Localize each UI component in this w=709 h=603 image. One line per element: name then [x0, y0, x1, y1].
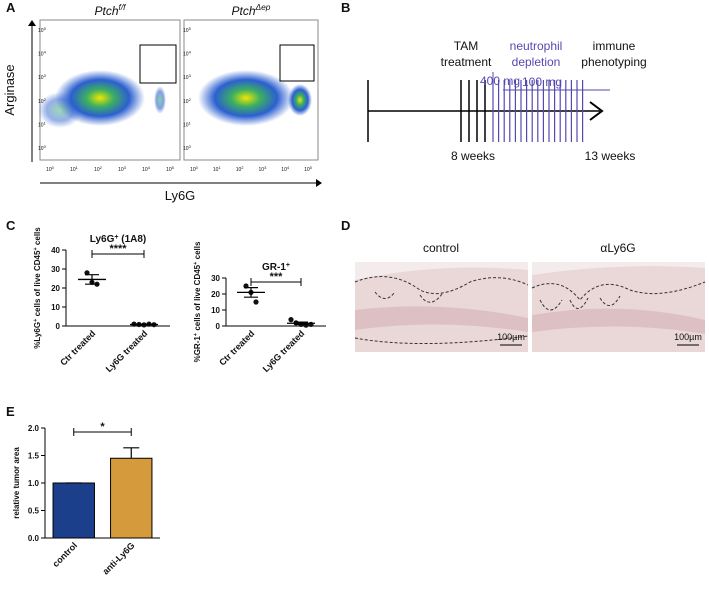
scale-label: 100µm: [497, 332, 525, 342]
y-axis-label: relative tumor area: [12, 447, 21, 519]
y-tick-label: 20: [211, 290, 220, 299]
y-tick-label: 2.0: [28, 424, 40, 433]
tick-exp: 5: [310, 165, 313, 170]
panel-label: B: [341, 0, 350, 15]
x-tick-label: 102: [94, 165, 103, 174]
tick-exp: 1: [218, 165, 221, 170]
x-tick-label: Ly6G treated: [261, 328, 307, 374]
y-axis-label-part: %GR-1: [193, 336, 202, 363]
x-tick-label: control: [51, 540, 80, 569]
panel-label: C: [6, 218, 16, 233]
tick-exp: 0: [52, 165, 55, 170]
y-axis-label-part: cells of live CD45: [33, 250, 42, 319]
scale-label: 100µm: [674, 332, 702, 342]
y-tick-label: 30: [51, 265, 60, 274]
dose-label: 100 mg: [522, 75, 562, 89]
x-tick-label: Ctr treated: [217, 328, 256, 367]
timeline-text: immune: [593, 39, 636, 53]
y-tick-label: 0: [216, 322, 221, 331]
flow-panel: Arginase Ly6G: [2, 20, 322, 203]
x-tick-label: 104: [142, 165, 151, 174]
significance: ***: [270, 271, 284, 283]
x-tick-label: 100: [46, 165, 55, 174]
tick-exp: 4: [148, 165, 151, 170]
error-bar: [123, 448, 139, 458]
timeline-text: 8 weeks: [451, 149, 495, 163]
arrow-head: [28, 20, 36, 26]
histology: control αLy6G 100µm 100µm: [355, 241, 705, 352]
tick-exp: 2: [241, 165, 244, 170]
y-tick-label: 10: [51, 303, 60, 312]
y-tick-label: 40: [51, 246, 60, 255]
x-tick-label: 105: [304, 165, 313, 174]
density-cloud: [288, 84, 312, 116]
x-tick-label: Ctr treated: [58, 328, 97, 367]
x-tick-label: anti-Ly6G: [100, 540, 136, 576]
tick-exp: 4: [287, 165, 290, 170]
y-tick-label: 30: [211, 274, 220, 283]
x-tick-label: 101: [213, 165, 222, 174]
timeline-text: neutrophil: [510, 39, 563, 53]
timeline: TAM treatment neutrophil depletion immun…: [368, 39, 647, 163]
timeline-text: 13 weeks: [585, 149, 636, 163]
timeline-text: treatment: [441, 55, 492, 69]
bar: [111, 458, 152, 538]
x-tick-label: Ly6G treated: [104, 328, 150, 374]
timeline-text: phenotyping: [581, 55, 646, 69]
y-axis-label-part: cells: [193, 241, 202, 262]
y-tick-label: 1.0: [28, 479, 40, 488]
tick-exp: 2: [100, 165, 103, 170]
panel-label: D: [341, 218, 350, 233]
tick-exp: 1: [76, 165, 79, 170]
x-tick-label: 102: [236, 165, 245, 174]
y-tick-label: 1.5: [28, 452, 40, 461]
y-tick-label: 0.0: [28, 534, 40, 543]
tick-exp: 3: [124, 165, 127, 170]
plot-title: PtchΔep: [232, 2, 271, 18]
x-tick-label: 104: [281, 165, 290, 174]
data-point: [253, 299, 258, 304]
timeline-text: TAM: [454, 39, 478, 53]
density-cloud: [154, 86, 166, 114]
x-tick-label: 101: [70, 165, 79, 174]
y-axis-label: %GR-1+ cells of live CD45+ cells: [193, 241, 202, 362]
plot-title: Ptchf/f: [95, 2, 128, 18]
x-tick-label: 103: [259, 165, 268, 174]
y-axis-label: %Ly6G+ cells of live CD45+ cells: [33, 227, 42, 349]
histology-label: αLy6G: [600, 241, 635, 255]
chart-title-part: +: [286, 262, 290, 269]
panel-label: A: [6, 0, 16, 15]
panel-label: E: [6, 404, 15, 419]
plot-title-part: Ptch: [95, 4, 119, 18]
tick-exp: 3: [264, 165, 267, 170]
y-axis-label-part: cells of live CD45: [193, 264, 202, 333]
plot-title-part: Ptch: [232, 4, 256, 18]
y-tick-label: 10: [211, 306, 220, 315]
bar: [53, 483, 94, 538]
tick-exp: 0: [196, 165, 199, 170]
axis-label: Ly6G: [165, 188, 196, 203]
axis-label: Arginase: [2, 64, 17, 115]
significance: ****: [109, 243, 127, 255]
significance: *: [100, 421, 105, 433]
plot-title-part: f/f: [119, 2, 128, 12]
x-tick-label: 105: [166, 165, 175, 174]
data-point: [288, 317, 293, 322]
histology-label: control: [423, 241, 459, 255]
arrow-head: [316, 179, 322, 187]
y-tick-label: 0.5: [28, 507, 40, 516]
y-tick-label: 0: [56, 322, 61, 331]
plot-title-part: Δep: [255, 2, 271, 12]
dose-label: 400 mg: [480, 74, 520, 88]
y-tick-label: 20: [51, 284, 60, 293]
data-point: [308, 322, 313, 327]
x-tick-label: 100: [190, 165, 199, 174]
x-tick-label: 103: [118, 165, 127, 174]
timeline-text: depletion: [512, 55, 561, 69]
y-axis-label-part: cells: [33, 227, 42, 248]
tick-exp: 5: [172, 165, 175, 170]
y-axis-label-part: %Ly6G: [33, 322, 42, 349]
